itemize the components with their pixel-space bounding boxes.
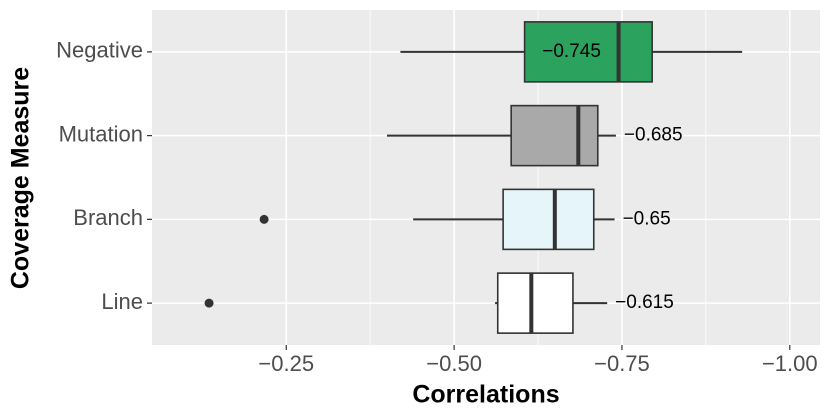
x-axis-title: Correlations [412,381,559,409]
box [496,272,574,334]
median-label: −0.615 [615,292,674,313]
y-tick-label: Mutation [59,121,143,146]
median-label: −0.745 [542,41,601,62]
box [510,104,599,167]
box [502,188,595,251]
y-axis-title: Coverage Measure [7,67,35,289]
y-tick-label: Line [101,289,143,314]
median-label: −0.685 [624,125,683,146]
panel [152,10,820,345]
x-tick-label: −0.25 [258,351,314,376]
box [523,21,653,83]
median-label: −0.65 [623,208,671,229]
x-tick-label: −0.75 [594,351,650,376]
y-tick-label: Negative [56,38,143,63]
y-tick-label: Branch [73,205,143,230]
x-tick-label: −0.50 [426,351,482,376]
x-tick-label: −1.00 [762,351,818,376]
outlier [259,214,269,224]
outlier [204,298,214,308]
